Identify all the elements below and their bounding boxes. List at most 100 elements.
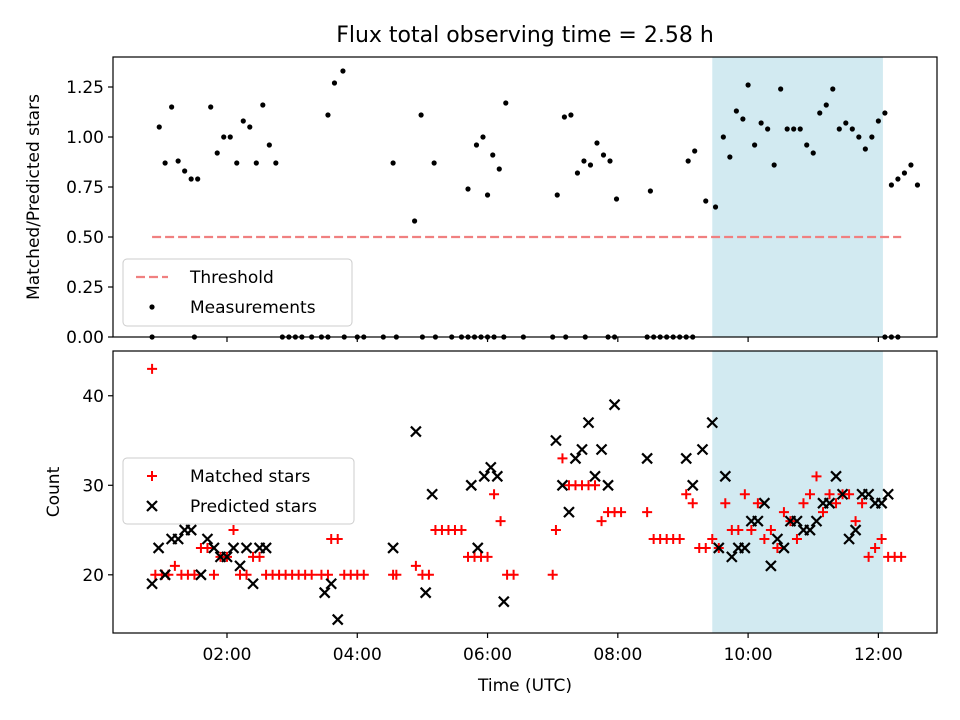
measurement-point bbox=[594, 140, 600, 146]
predicted-star-point bbox=[849, 524, 862, 536]
matched-star-point bbox=[824, 489, 835, 500]
matched-star-point bbox=[391, 569, 402, 580]
measurement-point bbox=[784, 126, 790, 132]
matched-star-point bbox=[616, 507, 627, 518]
y-axis-label: Matched/Predicted stars bbox=[24, 94, 44, 300]
measurement-point bbox=[830, 86, 836, 92]
matched-star-point bbox=[778, 507, 789, 518]
matched-star-point bbox=[508, 569, 519, 580]
measurement-point bbox=[823, 102, 829, 108]
matched-star-point bbox=[208, 569, 219, 580]
measurement-point bbox=[882, 110, 888, 116]
measurement-point bbox=[765, 126, 771, 132]
measurement-point bbox=[227, 134, 233, 140]
measurement-point bbox=[418, 112, 424, 118]
matched-star-point bbox=[818, 507, 829, 518]
predicted-star-point bbox=[146, 577, 158, 590]
predicted-star-point bbox=[387, 542, 399, 554]
y-tick-label: 40 bbox=[82, 387, 104, 407]
matched-star-point bbox=[674, 534, 685, 544]
legend-box bbox=[122, 457, 355, 525]
matched-star-point bbox=[423, 569, 434, 580]
predicted-star-point bbox=[810, 515, 823, 527]
predicted-star-point bbox=[862, 488, 875, 501]
measurement-point bbox=[720, 134, 726, 140]
bottom-panel: 20 30 40 02:00 04:00 06:00 08:00 10:00 12:00 Coun… bbox=[44, 350, 938, 665]
measurement-point bbox=[600, 152, 607, 158]
predicted-star-point bbox=[318, 586, 331, 599]
predicted-star-point bbox=[686, 479, 699, 492]
measurement-point bbox=[156, 124, 162, 130]
matched-star-point bbox=[642, 507, 653, 518]
x-tick-label: 02:00 bbox=[202, 645, 251, 665]
legend-measurement-swatch bbox=[149, 304, 155, 310]
measurement-point bbox=[234, 160, 240, 166]
predicted-star-point bbox=[804, 524, 816, 536]
predicted-star-point bbox=[713, 542, 725, 554]
matched-star-point bbox=[844, 489, 855, 500]
predicted-star-point bbox=[569, 452, 582, 465]
predicted-star-point bbox=[602, 479, 614, 492]
predicted-star-point bbox=[875, 497, 888, 509]
matched-star-point bbox=[870, 542, 881, 553]
matched-star-point bbox=[332, 534, 343, 544]
predicted-star-point bbox=[227, 542, 240, 554]
predicted-star-point bbox=[595, 443, 608, 456]
matched-star-point bbox=[306, 569, 317, 580]
matched-star-point bbox=[228, 525, 239, 536]
measurement-point bbox=[182, 168, 188, 174]
legend-matched-swatch bbox=[147, 471, 157, 481]
predicted-star-point bbox=[471, 542, 484, 554]
measurement-point bbox=[473, 142, 480, 148]
measurement-point bbox=[804, 142, 810, 148]
predicted-star-point bbox=[836, 488, 849, 501]
predicted-star-point bbox=[576, 443, 588, 456]
predicted-star-point bbox=[752, 515, 764, 527]
measurement-point bbox=[574, 170, 581, 176]
legend-label: Matched stars bbox=[190, 467, 310, 487]
measurement-point bbox=[778, 86, 784, 92]
measurement-point bbox=[490, 152, 496, 158]
matched-star-point bbox=[746, 525, 757, 536]
matched-star-point bbox=[863, 551, 874, 562]
y-tick-label: 0.00 bbox=[66, 328, 104, 348]
matched-star-point bbox=[831, 498, 842, 509]
matched-star-point bbox=[202, 542, 213, 553]
predicted-star-point bbox=[706, 416, 719, 429]
matched-star-point bbox=[739, 489, 750, 500]
legend-predicted-swatch bbox=[146, 500, 158, 512]
plot-frame bbox=[112, 350, 938, 634]
matched-star-point bbox=[733, 525, 744, 536]
predicted-star-point bbox=[172, 533, 184, 545]
matched-star-point bbox=[241, 569, 252, 580]
x-tick-label: 08:00 bbox=[593, 645, 642, 665]
top-panel: 0.00 0.25 0.50 0.75 1.00 1.25 Matched/Predicte… bbox=[24, 56, 938, 348]
y-tick-label: 30 bbox=[82, 476, 104, 496]
predicted-star-point bbox=[491, 470, 504, 483]
plot-frame bbox=[112, 56, 938, 338]
predicted-star-point bbox=[696, 443, 709, 456]
predicted-star-point bbox=[485, 461, 497, 474]
measurement-point bbox=[484, 192, 491, 198]
predicted-star-point bbox=[247, 577, 259, 590]
x-tick-label: 04:00 bbox=[333, 645, 382, 665]
x-tick-label: 12:00 bbox=[854, 645, 903, 665]
predicted-star-point bbox=[843, 533, 855, 545]
predicted-star-point bbox=[550, 434, 562, 447]
matched-star-point bbox=[495, 516, 506, 527]
predicted-star-point bbox=[830, 470, 842, 483]
measurement-point bbox=[733, 108, 739, 114]
measurement-point bbox=[843, 120, 849, 126]
legend-label: Measurements bbox=[190, 298, 316, 318]
measurement-point bbox=[340, 68, 346, 74]
matched-star-point bbox=[189, 569, 200, 580]
matched-star-point bbox=[857, 498, 868, 509]
matched-star-point bbox=[489, 489, 500, 500]
measurement-point bbox=[797, 126, 803, 132]
y-tick-label: 20 bbox=[82, 566, 104, 586]
measurement-point bbox=[496, 166, 502, 172]
predicted-star-point bbox=[195, 569, 207, 581]
measurement-point bbox=[247, 124, 253, 130]
measurement-point bbox=[273, 160, 279, 166]
measurement-point bbox=[703, 198, 709, 204]
